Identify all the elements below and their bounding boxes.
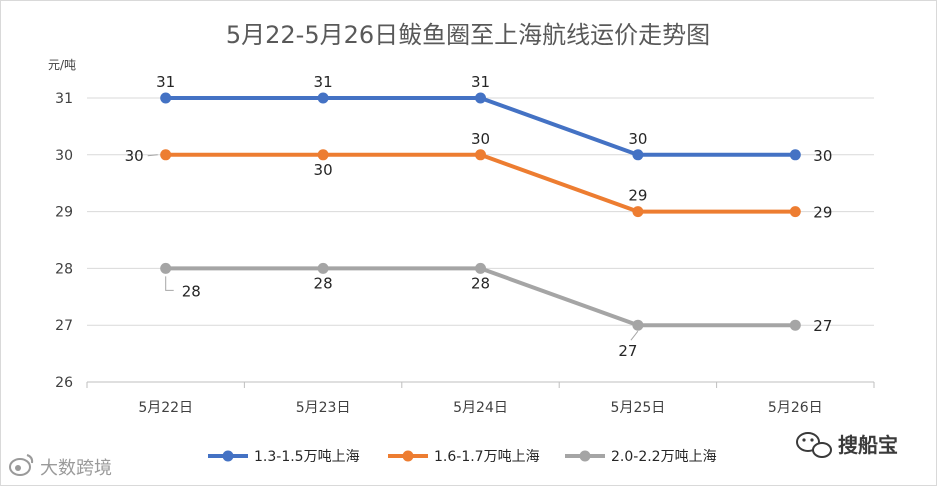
data-point: [789, 319, 801, 331]
weibo-logo-icon: [9, 454, 34, 476]
y-axis-unit-label: 元/吨: [48, 58, 76, 72]
y-tick-label: 31: [55, 91, 73, 107]
leader-line: [165, 276, 174, 291]
data-point: [632, 319, 644, 331]
x-tick-label: 5月22日: [138, 400, 193, 416]
data-point: [632, 149, 644, 161]
data-label: 31: [156, 73, 175, 91]
y-tick-label: 26: [55, 375, 73, 391]
data-label: 30: [628, 130, 647, 148]
data-point: [160, 262, 172, 274]
legend-marker: [579, 450, 591, 462]
data-labels: 31 31 31 30 30 30 30 30 29 29 28 28 28 27 27: [125, 73, 833, 360]
legend-label: 2.0-2.2万吨上海: [611, 449, 717, 465]
legend-marker: [222, 450, 234, 462]
data-point: [317, 262, 329, 274]
chart-title: 5月22-5月26日鲅鱼圈至上海航线运价走势图: [226, 21, 710, 49]
y-tick-label: 28: [55, 261, 73, 277]
y-tick-label: 29: [55, 205, 73, 221]
data-point: [475, 149, 486, 161]
data-label: 29: [628, 187, 647, 205]
data-label: 27: [813, 317, 832, 335]
x-axis: 5月22日 5月23日 5月24日 5月25日 5月26日: [86, 381, 875, 416]
y-tick-label: 27: [55, 318, 73, 334]
data-label: 30: [125, 147, 144, 165]
watermark-left: 大数跨境: [9, 454, 112, 479]
data-label: 31: [314, 73, 333, 91]
data-point: [160, 92, 172, 104]
x-tick-label: 5月26日: [768, 400, 823, 416]
leader-line: [630, 330, 639, 341]
data-label: 28: [182, 282, 201, 300]
y-axis-ticks: 26 27 28 29 30 31: [55, 91, 73, 391]
data-label: 27: [618, 342, 637, 360]
legend-marker: [402, 450, 414, 462]
x-tick-label: 5月25日: [611, 400, 666, 416]
data-point: [317, 149, 329, 161]
data-label: 30: [813, 147, 832, 165]
data-label: 30: [314, 161, 333, 179]
watermark-left-text: 大数跨境: [40, 458, 112, 479]
data-point: [317, 92, 329, 104]
watermark-right: 搜船宝: [796, 432, 898, 458]
data-label: 31: [471, 73, 490, 91]
data-label: 29: [813, 204, 832, 222]
legend: 1.3-1.5万吨上海 1.6-1.7万吨上海 2.0-2.2万吨上海: [208, 449, 717, 465]
data-point: [475, 262, 486, 274]
data-label: 28: [471, 274, 490, 292]
y-tick-label: 30: [55, 148, 73, 164]
data-point: [475, 92, 486, 104]
leader-line: [147, 154, 158, 157]
data-point: [789, 149, 801, 161]
x-tick-label: 5月23日: [296, 400, 351, 416]
data-point: [632, 206, 644, 218]
wechat-logo-icon: [796, 432, 832, 458]
legend-label: 1.6-1.7万吨上海: [434, 449, 540, 465]
data-label: 30: [471, 130, 490, 148]
legend-label: 1.3-1.5万吨上海: [254, 449, 360, 465]
data-point: [160, 149, 172, 161]
data-point: [789, 206, 801, 218]
series-group: [160, 92, 801, 331]
watermark-right-text: 搜船宝: [838, 433, 898, 457]
data-label: 28: [314, 274, 333, 292]
series-line-2: [165, 152, 796, 214]
x-tick-label: 5月24日: [453, 400, 508, 416]
